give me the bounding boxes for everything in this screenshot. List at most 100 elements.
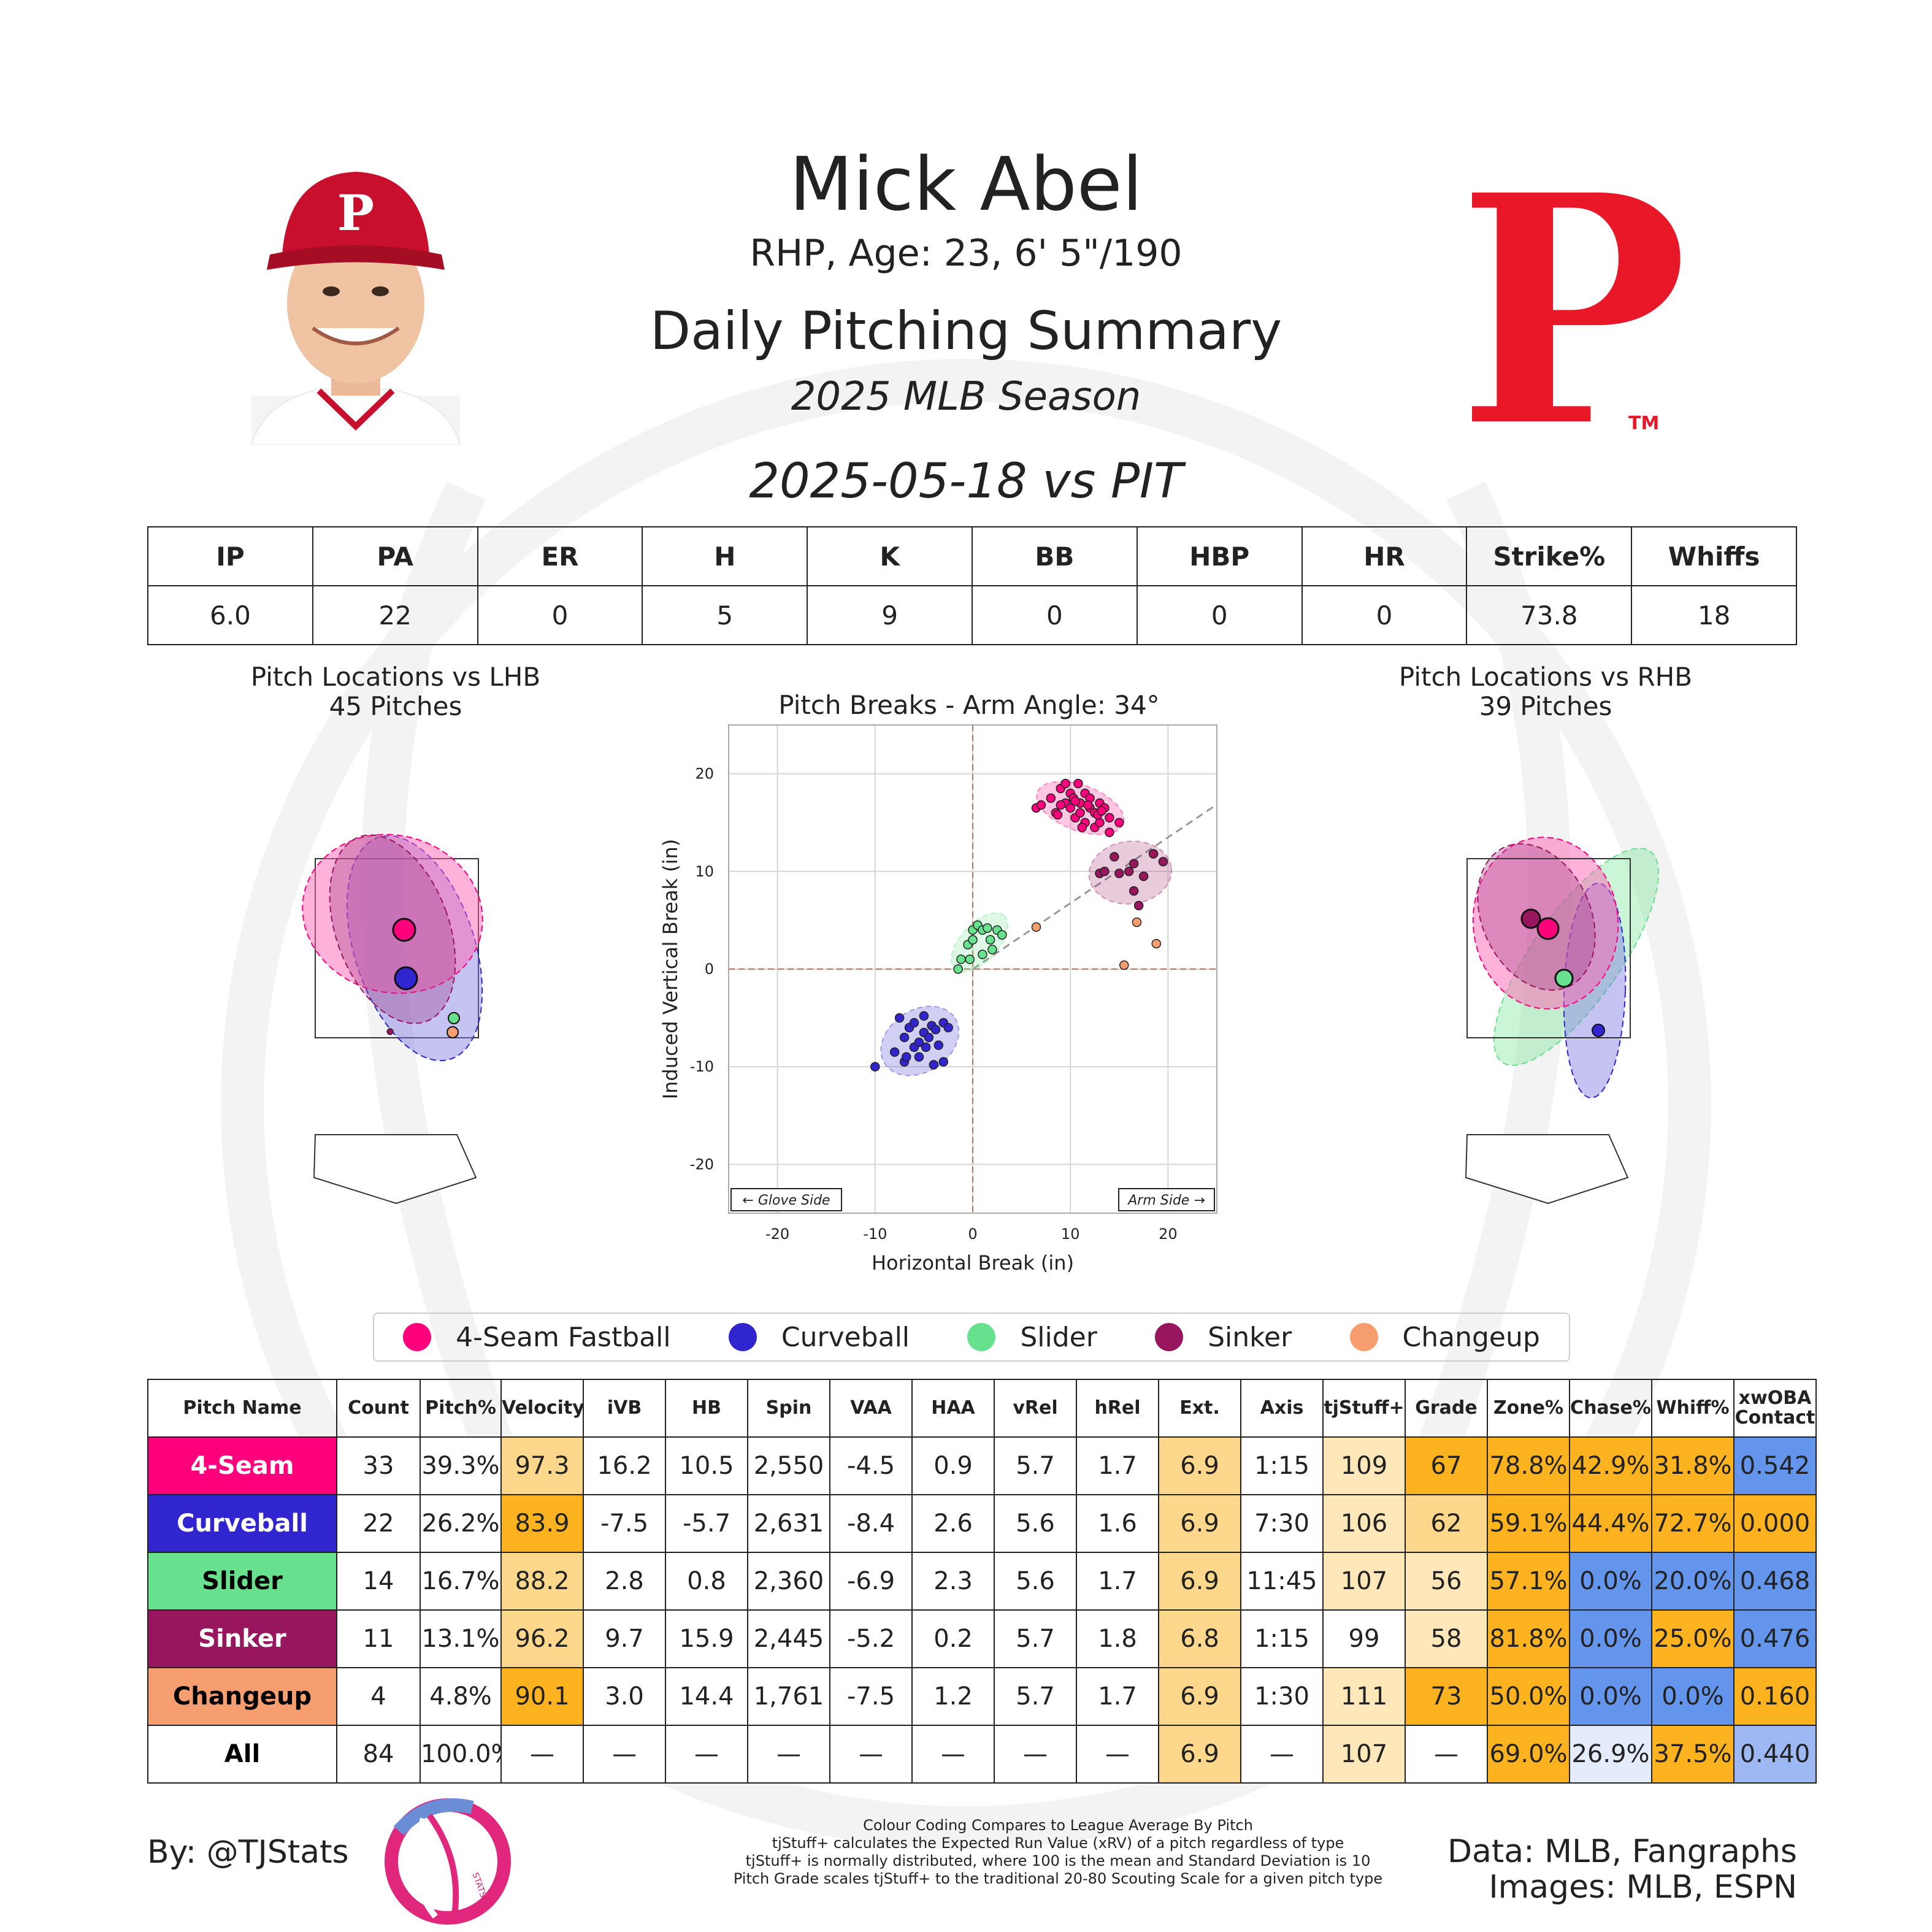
summary-header-strike-pct: Strike% xyxy=(1466,526,1633,586)
legend-label: Sinker xyxy=(1208,1321,1292,1353)
summary-header-ip: IP xyxy=(147,526,313,586)
point-sinker xyxy=(1110,852,1119,862)
table-cell: 1.2 xyxy=(911,1667,995,1726)
point-sinker xyxy=(1124,867,1134,876)
table-cell: 1:30 xyxy=(1240,1667,1324,1726)
table-cell: 0.440 xyxy=(1733,1725,1817,1784)
table-cell: 56 xyxy=(1405,1552,1488,1611)
table-cell: 0.160 xyxy=(1733,1667,1817,1726)
point-curveball xyxy=(930,1024,941,1035)
cap-logo-letter: P xyxy=(337,184,374,242)
table-cell: 37.5% xyxy=(1651,1725,1735,1784)
summary-value: 0 xyxy=(1301,585,1468,645)
game-label: 2025-05-18 vs PIT xyxy=(749,454,1183,509)
table-cell: 5.6 xyxy=(994,1552,1077,1611)
rhb-fastball-mean xyxy=(1536,917,1560,940)
point-curveball xyxy=(938,1057,948,1067)
table-cell: -4.5 xyxy=(829,1436,913,1495)
point-sinker xyxy=(1133,900,1144,911)
table-cell: 2,631 xyxy=(747,1494,830,1553)
footer-notes: Colour Coding Compares to League Average… xyxy=(613,1817,1503,1888)
player-bio: RHP, Age: 23, 6' 5"/190 xyxy=(749,232,1183,275)
credit-data: Data: MLB, Fangraphs xyxy=(1447,1833,1797,1870)
lhb-count: 45 Pitches xyxy=(329,691,462,721)
summary-header-pa: PA xyxy=(312,526,478,586)
lhb-slider-mean xyxy=(448,1012,460,1024)
table-cell: 73 xyxy=(1405,1667,1488,1726)
table-cell: 2.6 xyxy=(911,1494,995,1553)
legend-marker xyxy=(967,1323,996,1351)
point-curveball xyxy=(914,1052,924,1062)
table-cell: — xyxy=(747,1725,830,1784)
lhb-changeup-mean xyxy=(447,1026,459,1038)
table-cell: — xyxy=(829,1725,913,1784)
point-changeup xyxy=(1151,938,1162,949)
lhb-sinker-mean xyxy=(386,1028,394,1035)
point-slider xyxy=(985,935,995,945)
glove-side-label: ← Glove Side xyxy=(730,1188,842,1211)
table-cell: 10.5 xyxy=(665,1436,748,1495)
table-header: Grade xyxy=(1405,1379,1488,1438)
table-cell: 2,550 xyxy=(747,1436,830,1495)
pitch-legend: 4-Seam Fastball Curveball Slider Sinker Chan… xyxy=(373,1313,1570,1362)
rhb-plot-title: Pitch Locations vs RHB 39 Pitches xyxy=(1313,662,1779,721)
table-cell: — xyxy=(500,1725,584,1784)
x-tick-label: -10 xyxy=(863,1225,887,1243)
table-cell: 57.1% xyxy=(1487,1552,1570,1611)
legend-item: Changeup xyxy=(1349,1322,1540,1353)
table-cell: 72.7% xyxy=(1651,1494,1735,1553)
summary-header-k: K xyxy=(807,526,973,586)
point-slider xyxy=(978,949,987,959)
table-cell: 6.9 xyxy=(1158,1436,1241,1495)
table-cell: 62 xyxy=(1405,1494,1488,1553)
table-cell: 1.7 xyxy=(1076,1436,1159,1495)
table-cell: 14 xyxy=(336,1552,421,1611)
table-cell: 67 xyxy=(1405,1436,1488,1495)
x-tick-label: 20 xyxy=(1159,1225,1178,1243)
table-cell: -5.7 xyxy=(665,1494,748,1553)
table-cell: 1,761 xyxy=(747,1667,830,1726)
y-tick-label: 0 xyxy=(705,960,714,978)
point-curveball xyxy=(889,1047,900,1057)
legend-item: Slider xyxy=(967,1322,1097,1353)
table-header: Count xyxy=(336,1379,421,1438)
summary-header-hr: HR xyxy=(1301,526,1468,586)
home-plate xyxy=(1465,1134,1629,1205)
point-curveball xyxy=(929,1060,939,1070)
point-sinker xyxy=(1100,867,1110,876)
table-cell: — xyxy=(1076,1725,1159,1784)
summary-value: 6.0 xyxy=(147,585,313,645)
chart-pitch-clusters xyxy=(880,781,1173,1076)
table-cell: 2,360 xyxy=(747,1552,830,1611)
table-cell: 106 xyxy=(1322,1494,1406,1553)
table-cell: 7:30 xyxy=(1240,1494,1324,1553)
team-logo: P TM xyxy=(1472,166,1692,442)
table-header: hRel xyxy=(1076,1379,1159,1438)
table-cell: 90.1 xyxy=(500,1667,584,1726)
y-axis-label: Induced Vertical Break (in) xyxy=(659,839,682,1100)
pitch-name-cell: Sinker xyxy=(147,1609,337,1668)
table-row: 4-Seam 33 39.3% 97.3 16.2 10.5 2,550 -4.5 0.9 5.7… xyxy=(147,1436,1817,1495)
rhb-location-plot xyxy=(1465,837,1660,1205)
cluster-slider xyxy=(951,912,1009,973)
point-curveball xyxy=(901,1052,911,1062)
table-cell: 88.2 xyxy=(500,1552,584,1611)
pitch-name-cell: Curveball xyxy=(147,1494,337,1553)
table-cell: 96.2 xyxy=(500,1609,584,1668)
table-cell: 11 xyxy=(336,1609,421,1668)
game-summary-table: IP PA ER H K BB HBP HR Strike% Whiffs 6.0 22 0 5 9 0 0 0… xyxy=(147,526,1797,645)
note-line: Colour Coding Compares to League Average… xyxy=(863,1817,1253,1834)
table-cell: — xyxy=(665,1725,748,1784)
summary-value: 9 xyxy=(807,585,973,645)
table-cell: 9.7 xyxy=(583,1609,666,1668)
table-cell: 0.476 xyxy=(1733,1609,1817,1668)
point-sinker xyxy=(1138,872,1149,881)
arm-side-label: Arm Side → xyxy=(1118,1188,1215,1211)
point-4-seam-fastball xyxy=(1077,822,1087,832)
table-cell: 50.0% xyxy=(1487,1667,1570,1726)
strike-zone xyxy=(1466,858,1631,1038)
author-byline: By: @TJStats xyxy=(147,1834,349,1871)
table-header: iVB xyxy=(583,1379,666,1438)
point-sinker xyxy=(1114,868,1124,878)
table-cell: 83.9 xyxy=(500,1494,584,1553)
